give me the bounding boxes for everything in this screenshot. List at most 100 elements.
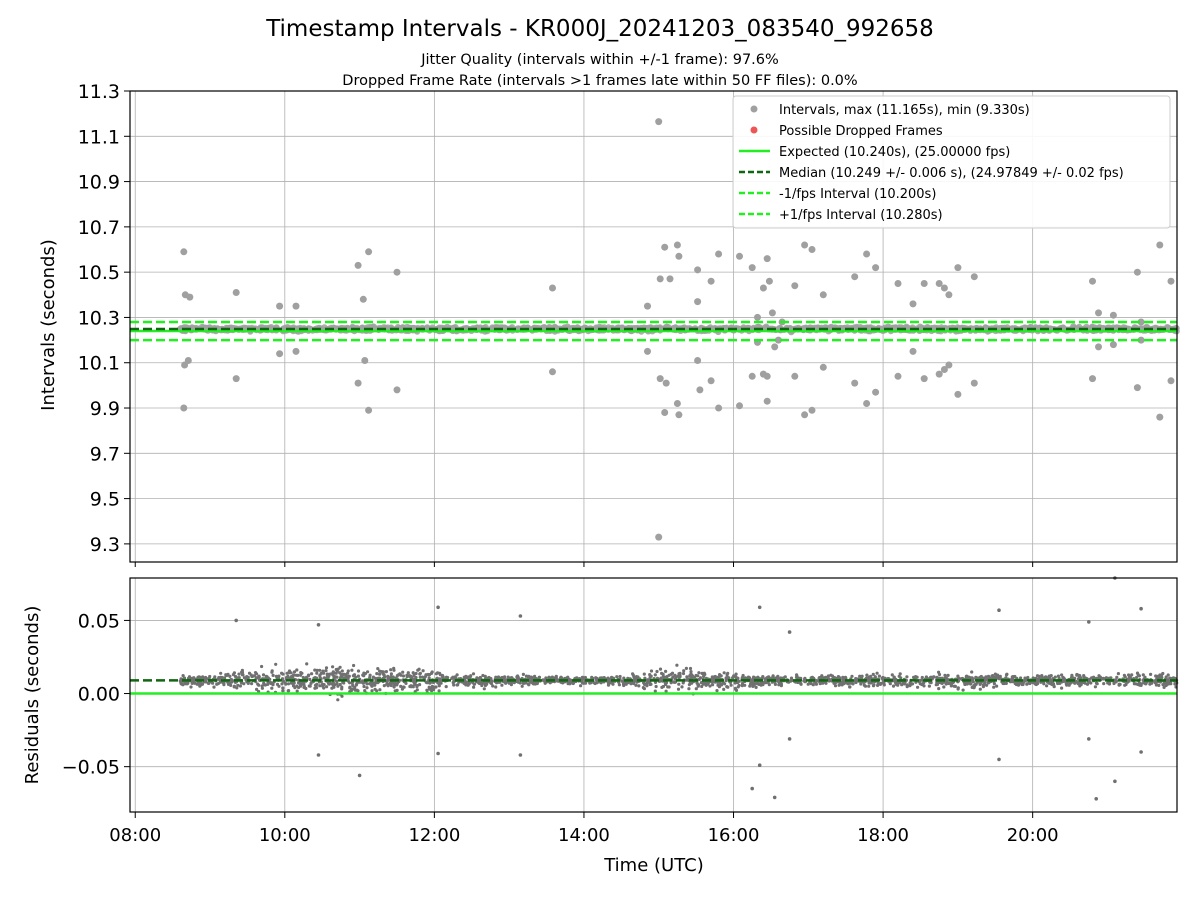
residual-point — [418, 683, 422, 687]
interval-point — [361, 357, 369, 364]
residual-point — [395, 674, 399, 678]
bottom-y-tick-label: 0.00 — [78, 684, 120, 706]
residual-point — [1148, 682, 1152, 686]
residual-point — [296, 673, 300, 678]
residual-point — [611, 676, 616, 680]
residual-point — [755, 676, 759, 680]
interval-point — [945, 361, 953, 369]
residual-point — [748, 684, 752, 688]
residual-point — [382, 673, 386, 677]
top-y-tick-label: 11.3 — [78, 81, 120, 103]
residual-point — [713, 674, 717, 679]
interval-point — [489, 324, 496, 331]
residual-point — [219, 675, 223, 680]
residual-point — [710, 678, 715, 682]
residual-point — [375, 689, 379, 693]
interval-point — [707, 277, 715, 285]
residual-point — [482, 687, 486, 691]
residual-point — [452, 680, 456, 684]
residual-point — [773, 682, 778, 687]
residual-point — [1044, 675, 1048, 679]
residual-point — [642, 672, 646, 676]
residual-point — [641, 686, 646, 690]
residual-point — [681, 671, 686, 676]
interval-point — [673, 400, 681, 407]
residual-point — [405, 673, 409, 677]
residual-point — [1115, 675, 1119, 680]
residual-point — [571, 681, 576, 685]
residual-point — [356, 669, 361, 673]
residual-point — [533, 674, 537, 679]
residual-point — [453, 675, 457, 679]
interval-point — [549, 368, 556, 376]
residual-point — [302, 682, 306, 686]
residual-point — [1109, 676, 1113, 680]
interval-point — [763, 255, 771, 263]
interval-point — [909, 347, 917, 355]
residual-point — [719, 682, 723, 686]
residual-point — [335, 681, 339, 686]
interval-point — [276, 302, 284, 310]
residual-point — [620, 679, 624, 683]
residual-point — [1093, 685, 1097, 689]
interval-point — [851, 273, 859, 281]
residual-point — [737, 683, 741, 688]
residual-point — [240, 670, 245, 675]
residual-point — [245, 675, 249, 679]
x-tick-label: 16:00 — [708, 825, 760, 846]
residual-point — [295, 668, 299, 672]
intervals-plot: 9.3 9.5 9.7 9.9 10.1 10.3 10.5 10.7 10.9 11.1 11.3 — [78, 81, 1180, 567]
interval-point — [774, 336, 782, 344]
residual-point — [772, 795, 777, 800]
residual-point — [1004, 673, 1009, 677]
residual-point — [680, 685, 684, 689]
residual-point — [218, 680, 222, 684]
residual-point — [378, 672, 382, 676]
interval-point — [655, 118, 663, 126]
residual-point — [965, 674, 969, 678]
residual-point — [425, 688, 429, 692]
residual-point — [902, 682, 907, 686]
residual-point — [286, 682, 291, 686]
residual-point — [997, 757, 1001, 762]
residual-point — [281, 689, 285, 693]
top-y-tick-label: 10.9 — [78, 172, 120, 194]
residual-point — [1113, 779, 1117, 784]
residual-point — [488, 676, 492, 680]
residual-point — [697, 671, 701, 675]
residual-point — [496, 675, 501, 679]
residual-point — [646, 679, 650, 684]
residual-point — [509, 676, 513, 680]
residual-point — [826, 674, 831, 678]
residual-point — [181, 674, 185, 678]
interval-point — [1109, 341, 1117, 349]
residual-point — [286, 674, 290, 678]
residual-point — [270, 686, 274, 690]
residual-point — [1124, 682, 1128, 687]
residual-point — [415, 688, 419, 692]
residual-point — [351, 674, 355, 678]
residual-point — [1157, 683, 1161, 688]
residual-point — [767, 683, 771, 687]
residual-point — [1087, 737, 1091, 741]
residual-point — [318, 668, 322, 672]
residual-point — [389, 683, 393, 688]
residual-point — [682, 669, 686, 673]
residual-point — [438, 673, 442, 677]
residual-point — [1023, 676, 1027, 680]
residual-point — [437, 684, 441, 688]
residual-point — [305, 662, 309, 666]
residual-point — [892, 679, 897, 683]
residual-point — [270, 669, 274, 673]
residual-point — [970, 685, 974, 690]
residual-point — [634, 679, 638, 683]
residual-point — [490, 679, 494, 683]
residual-point — [400, 687, 404, 691]
interval-point — [656, 375, 664, 383]
residual-point — [775, 676, 779, 680]
residual-point — [779, 676, 783, 680]
residual-point — [1118, 682, 1122, 687]
residual-point — [1158, 673, 1162, 677]
residual-point — [961, 688, 965, 692]
residual-point — [944, 682, 948, 686]
